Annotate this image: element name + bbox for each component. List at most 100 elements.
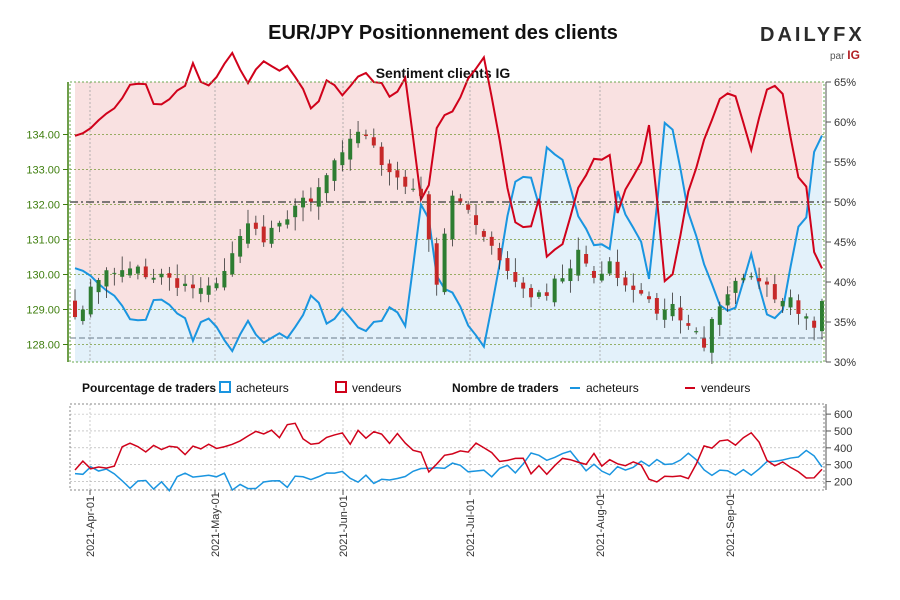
candle-body — [481, 231, 486, 237]
candle-body — [332, 160, 337, 181]
price-tick-label: 132.00 — [26, 200, 60, 212]
pct-tick-label: 65% — [834, 77, 856, 89]
price-axis: 128.00 129.00 130.00 131.00 132.00 133.00 134.… — [26, 82, 69, 362]
candle-body — [128, 268, 133, 276]
candle-body — [694, 331, 699, 333]
candle-body — [536, 292, 541, 297]
candle-body — [820, 300, 824, 332]
candle-body — [277, 222, 282, 227]
price-tick-label: 133.00 — [26, 165, 60, 177]
candle-body — [639, 290, 644, 294]
lower-panel: 200 300 400 500 600 — [69, 403, 852, 492]
candle-body — [647, 296, 652, 300]
candle-body — [245, 223, 250, 244]
logo-sub-text: par — [830, 51, 845, 62]
candle-body — [175, 278, 180, 288]
candle-body — [521, 282, 526, 289]
candle-body — [261, 226, 266, 243]
candle-body — [749, 276, 754, 278]
candle-body — [654, 298, 659, 314]
sellers-pct-fill — [75, 82, 822, 352]
candle-body — [395, 170, 400, 178]
candle-body — [379, 146, 384, 166]
legend-count-buyers-label: acheteurs — [586, 381, 639, 395]
candle-body — [505, 258, 510, 271]
pct-tick-label: 50% — [834, 197, 856, 209]
candle-body — [709, 318, 714, 353]
logo-wordmark: DAILYFX — [760, 24, 865, 46]
candle-body — [474, 215, 479, 226]
candle-body — [104, 270, 109, 287]
candle-body — [371, 137, 376, 146]
price-tick-label: 129.00 — [26, 305, 60, 317]
candle-body — [678, 307, 683, 321]
candle-body — [686, 323, 691, 326]
candle-body — [764, 281, 769, 285]
lower-panel-border — [69, 403, 825, 491]
candle-body — [159, 273, 164, 278]
candle-body — [96, 280, 101, 293]
main-panel-title: Sentiment clients IG — [376, 65, 511, 81]
candle-body — [544, 292, 549, 296]
candle-body — [167, 273, 172, 278]
candle-body — [198, 288, 203, 294]
candle-body — [285, 219, 290, 225]
candle-body — [623, 277, 628, 286]
candle-body — [702, 338, 707, 348]
candle-body — [812, 320, 817, 328]
candle-body — [741, 277, 746, 281]
candle-body — [316, 187, 321, 207]
candle-body — [356, 131, 361, 144]
candle-body — [434, 243, 439, 285]
legend: Pourcentage de traders acheteurs vendeur… — [82, 381, 750, 395]
sellers-pct-line — [74, 50, 823, 284]
buyers-pct-line — [74, 120, 823, 354]
pct-tick-label: 60% — [834, 117, 856, 129]
candle-body — [450, 195, 455, 240]
candle-body — [206, 285, 211, 295]
date-tick-label: 2021-May-01 — [210, 492, 222, 557]
candle-body — [584, 254, 589, 264]
candle-body — [780, 300, 785, 307]
main-gridlines — [70, 82, 824, 362]
lower-gridlines — [70, 404, 824, 490]
price-tick-label: 130.00 — [26, 270, 60, 282]
candle-body — [348, 138, 353, 160]
candle-body — [411, 188, 416, 190]
candle-body — [529, 287, 534, 298]
candle-body — [631, 285, 636, 290]
candle-body — [717, 306, 722, 325]
count-tick-label: 300 — [834, 460, 852, 472]
candle-body — [607, 261, 612, 274]
pct-tick-label: 40% — [834, 277, 856, 289]
candle-body — [615, 261, 620, 278]
candle-body — [662, 309, 667, 320]
candle-body — [772, 284, 777, 300]
candle-body — [293, 205, 298, 218]
pct-axis: 30% 35% 40% 45% 50% 55% 60% 65% — [825, 77, 856, 369]
buyers-pct-fill — [75, 122, 822, 362]
candle-body — [73, 300, 77, 318]
candle-body — [387, 163, 392, 173]
date-tick-label: 2021-Aug-01 — [595, 493, 607, 557]
count-axis: 200 300 400 500 600 — [825, 404, 852, 490]
candle-body — [568, 268, 573, 282]
candle-body — [426, 194, 431, 240]
price-tick-label: 128.00 — [26, 340, 60, 352]
candle-body — [324, 175, 329, 194]
legend-pct-sellers-swatch — [335, 381, 347, 393]
candle-body — [253, 222, 258, 229]
candle-body — [214, 283, 219, 289]
chart-title: EUR/JPY Positionnement des clients — [268, 22, 618, 44]
candle-body — [269, 227, 274, 244]
pct-tick-label: 30% — [834, 357, 856, 369]
count-tick-label: 500 — [834, 426, 852, 438]
candle-body — [733, 280, 738, 293]
logo-sub: par IG — [830, 48, 860, 62]
candle-body — [560, 278, 565, 282]
candle-body — [403, 176, 408, 187]
candle-body — [757, 278, 762, 282]
candle-body — [190, 284, 195, 289]
legend-pct-sellers-label: vendeurs — [352, 381, 401, 395]
candle-body — [112, 272, 117, 274]
